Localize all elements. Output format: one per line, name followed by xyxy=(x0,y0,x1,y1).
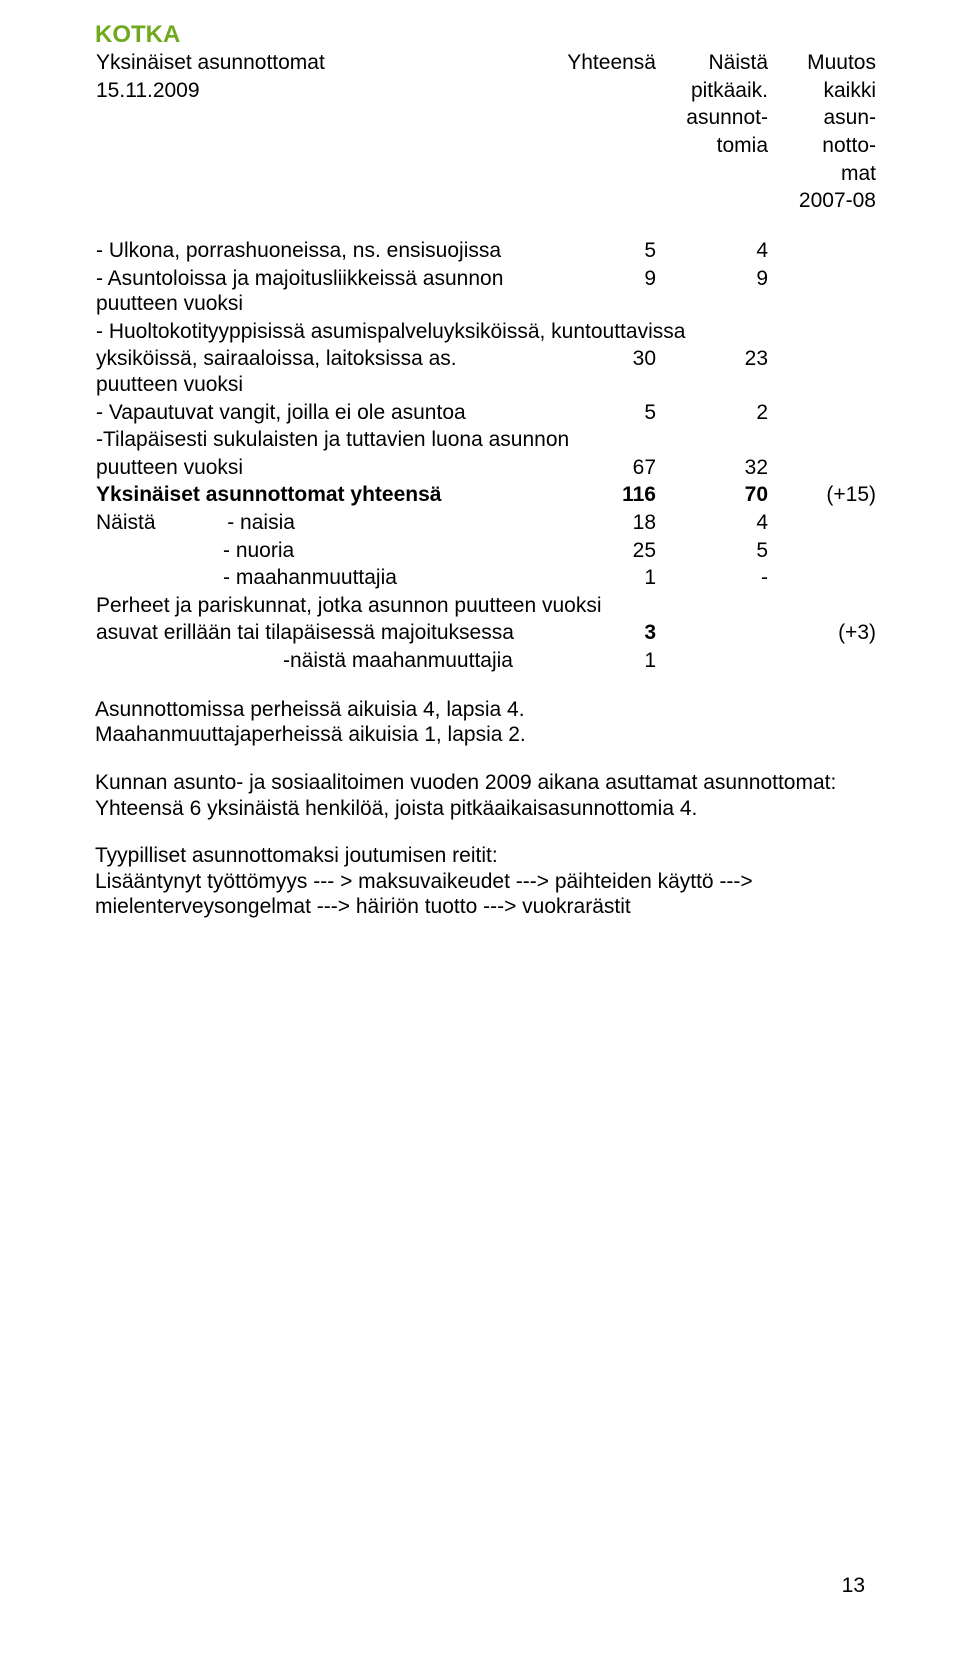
row-label: - maahanmuuttajia xyxy=(223,566,397,589)
table-row: - maahanmuuttajia 1 - xyxy=(95,564,877,592)
row-val3: (+15) xyxy=(826,483,876,506)
header-col2-l4: tomia xyxy=(717,134,768,157)
row-val1: 25 xyxy=(633,539,656,562)
row-val2: 23 xyxy=(745,347,768,370)
header-col2-l1: Näistä xyxy=(708,51,768,74)
location-title: KOTKA xyxy=(95,20,865,49)
row-val1: 30 xyxy=(633,347,656,370)
page-number: 13 xyxy=(842,1573,865,1599)
row-val1: 5 xyxy=(644,239,656,262)
table-row: yksiköissä, sairaaloissa, laitoksissa as… xyxy=(95,345,877,398)
row-label: Perheet ja pariskunnat, jotka asunnon pu… xyxy=(96,594,602,617)
header-col2-l2: pitkäaik. xyxy=(691,79,768,102)
header-col3-l4: notto- xyxy=(822,134,876,157)
header-col3-l2: kaikki xyxy=(823,79,876,102)
table-row: Perheet ja pariskunnat, jotka asunnon pu… xyxy=(95,592,877,620)
table-row-total: Yksinäiset asunnottomat yhteensä 116 70 … xyxy=(95,481,877,509)
table-row: puutteen vuoksi 67 32 xyxy=(95,454,877,482)
row-label: - naisia xyxy=(227,511,295,534)
row-label: -Tilapäisesti sukulaisten ja tuttavien l… xyxy=(96,428,569,451)
row-label: - Vapautuvat vangit, joilla ei ole asunt… xyxy=(96,401,466,424)
row-label: asuvat erillään tai tilapäisessä majoitu… xyxy=(96,621,514,644)
row-val1: 1 xyxy=(644,649,656,672)
paragraph-3: Tyypilliset asunnottomaksi joutumisen re… xyxy=(95,843,865,920)
data-table: - Ulkona, porrashuoneissa, ns. ensisuoji… xyxy=(95,237,877,675)
header-col3-l5: mat xyxy=(841,162,876,185)
row-val1: 18 xyxy=(633,511,656,534)
table-row: - nuoria 25 5 xyxy=(95,537,877,565)
table-row: asuvat erillään tai tilapäisessä majoitu… xyxy=(95,619,877,647)
row-val3: (+3) xyxy=(838,621,876,644)
row-val1: 5 xyxy=(644,401,656,424)
row-val2: - xyxy=(761,566,768,589)
table-row: Näistä - naisia 18 4 xyxy=(95,509,877,537)
table-row: - Vapautuvat vangit, joilla ei ole asunt… xyxy=(95,399,877,427)
para1-line2: Maahanmuuttajaperheissä aikuisia 1, laps… xyxy=(95,722,865,748)
row-label: - nuoria xyxy=(223,539,294,562)
row-label: -näistä maahanmuuttajia xyxy=(283,649,513,672)
row-label: - Ulkona, porrashuoneissa, ns. ensisuoji… xyxy=(96,239,501,262)
row-val1: 1 xyxy=(644,566,656,589)
row-label: - Asuntoloissa ja majoitusliikkeissä asu… xyxy=(96,267,503,316)
row-val2: 2 xyxy=(756,401,768,424)
row-label: Yksinäiset asunnottomat yhteensä xyxy=(96,483,441,506)
header-left-line1: Yksinäiset asunnottomat xyxy=(96,51,325,74)
row-val2: 32 xyxy=(745,456,768,479)
paragraph-1: Asunnottomissa perheissä aikuisia 4, lap… xyxy=(95,697,865,748)
para1-line1: Asunnottomissa perheissä aikuisia 4, lap… xyxy=(95,697,865,723)
table-row: -näistä maahanmuuttajia 1 xyxy=(95,647,877,675)
row-val2: 9 xyxy=(756,267,768,290)
para3-line2: Lisääntynyt työttömyys --- > maksuvaikeu… xyxy=(95,869,865,920)
table-row: - Asuntoloissa ja majoitusliikkeissä asu… xyxy=(95,265,877,318)
table-row: - Huoltokotityyppisissä asumispalveluyks… xyxy=(95,318,877,346)
header-table: Yksinäiset asunnottomat Yhteensä Näistä … xyxy=(95,49,877,215)
header-col1: Yhteensä xyxy=(567,51,656,74)
para2-line2: Yhteensä 6 yksinäistä henkilöä, joista p… xyxy=(95,796,865,822)
row-val2: 5 xyxy=(756,539,768,562)
table-row: -Tilapäisesti sukulaisten ja tuttavien l… xyxy=(95,426,877,454)
header-col3-l6: 2007-08 xyxy=(799,189,876,212)
row-label: - Huoltokotityyppisissä asumispalveluyks… xyxy=(96,320,685,343)
row-label: puutteen vuoksi xyxy=(96,456,243,479)
para2-line1: Kunnan asunto- ja sosiaalitoimen vuoden … xyxy=(95,770,865,796)
row-val2: 4 xyxy=(756,511,768,534)
para3-line1: Tyypilliset asunnottomaksi joutumisen re… xyxy=(95,843,865,869)
row-val2: 4 xyxy=(756,239,768,262)
row-val1: 116 xyxy=(622,483,656,506)
row-prefix: Näistä xyxy=(96,511,156,534)
header-left-line2: 15.11.2009 xyxy=(96,79,200,102)
row-label: yksiköissä, sairaaloissa, laitoksissa as… xyxy=(96,347,457,396)
row-val1: 9 xyxy=(644,267,656,290)
row-val2: 70 xyxy=(745,483,768,506)
paragraph-2: Kunnan asunto- ja sosiaalitoimen vuoden … xyxy=(95,770,865,821)
header-col2-l3: asunnot- xyxy=(686,106,768,129)
header-col3-l1: Muutos xyxy=(807,51,876,74)
row-val1: 3 xyxy=(644,621,656,644)
table-row: - Ulkona, porrashuoneissa, ns. ensisuoji… xyxy=(95,237,877,265)
header-col3-l3: asun- xyxy=(823,106,876,129)
row-val1: 67 xyxy=(633,456,656,479)
